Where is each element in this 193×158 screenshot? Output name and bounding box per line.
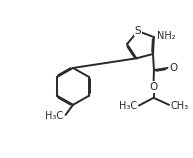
Text: O: O xyxy=(149,82,158,92)
Text: H₃C: H₃C xyxy=(45,111,63,121)
Text: NH₂: NH₂ xyxy=(157,31,176,41)
Text: O: O xyxy=(169,63,178,73)
Text: H₃C: H₃C xyxy=(119,101,137,111)
Text: S: S xyxy=(135,26,141,36)
Text: CH₃: CH₃ xyxy=(170,100,189,111)
